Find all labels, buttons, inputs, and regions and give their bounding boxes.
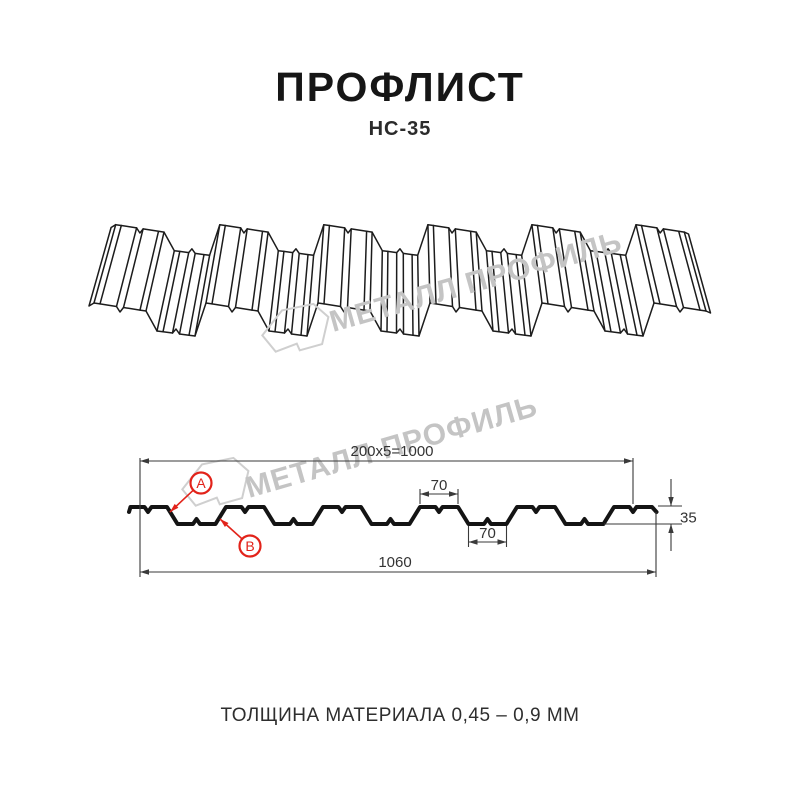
sheet-fold-line — [290, 252, 300, 335]
sheet-fold-line — [624, 254, 644, 337]
sheet-fold-line — [427, 223, 431, 304]
sheet-fold-line — [145, 231, 165, 312]
sheet-fold-line — [595, 250, 612, 333]
dim-crest-label: 70 — [431, 477, 448, 494]
sheet-fold-line — [363, 230, 368, 311]
sheet-fold-line — [485, 249, 494, 332]
sheet-fold-line — [205, 223, 221, 304]
sheet-fold-line — [300, 253, 309, 336]
sheet-fold-line — [500, 251, 510, 334]
sheet-3d-drawing — [88, 223, 712, 337]
dim-height-label: 35 — [680, 510, 697, 527]
sheet-fold-line — [506, 252, 517, 335]
callout-b: В — [219, 518, 262, 558]
sheet-fold-line — [536, 224, 549, 305]
dim-total-label: 1060 — [378, 554, 411, 571]
sheet-fold-line — [475, 231, 483, 312]
product-code-subtitle: НС-35 — [368, 118, 432, 140]
sheet-fold-line — [515, 253, 526, 336]
sheet-fold-line — [139, 230, 160, 311]
sheet-fold-line — [317, 223, 325, 304]
sheet-fold-line — [520, 254, 532, 337]
sheet-fold-line — [610, 252, 629, 335]
callout-a: А — [169, 471, 213, 513]
dim-module-1000: 200x5=1000 — [139, 443, 634, 577]
sheet-fold-line — [662, 228, 685, 309]
sheet-fold-line — [677, 230, 701, 311]
sheet-fold-line — [579, 231, 595, 312]
sheet-fold-line — [162, 250, 181, 333]
dim-total-1060: 1060 — [140, 512, 657, 577]
profile-path — [127, 505, 659, 526]
sheet-fold-line — [454, 228, 461, 309]
sheet-fold-line — [432, 224, 437, 305]
sheet-fold-line — [635, 223, 655, 304]
sheet-fold-line — [268, 249, 280, 332]
sheet-fold-line — [171, 251, 190, 334]
sheet-fold-line — [619, 253, 638, 336]
sheet-fold-line — [99, 224, 123, 305]
callout-label: А — [196, 475, 206, 491]
sheet-fold-line — [346, 228, 352, 309]
sheet-fold-line — [194, 254, 211, 337]
sheet-fold-line — [380, 249, 384, 332]
dim-height-35: 35 — [604, 479, 697, 551]
sheet-fold-line — [211, 224, 227, 305]
sheet-fold-line — [251, 230, 264, 311]
sheet-fold-line — [227, 227, 242, 308]
sheet-fold-line — [234, 228, 248, 309]
sheet-fold-line — [640, 224, 661, 305]
dim-valley-label: 70 — [479, 525, 496, 542]
sheet-fold-line — [188, 253, 205, 336]
sheet-fold-line — [115, 227, 138, 308]
sheet-right-cut-edge — [683, 231, 712, 314]
dim-valley-70: 70 — [467, 525, 508, 547]
watermark-over-3d-view: МЕТАЛЛ ПРОФИЛЬ — [261, 225, 626, 353]
sheet-fold-line — [558, 228, 573, 309]
sheet-fold-line — [122, 228, 144, 309]
sheet-fold-line — [589, 249, 606, 332]
sheet-fold-line — [469, 230, 477, 311]
sheet-fold-line — [369, 231, 373, 312]
sheet-left-cut-edge — [88, 223, 117, 307]
sheet-fold-line — [656, 227, 678, 308]
sheet-fold-line — [416, 254, 420, 337]
sheet-fold-line — [552, 227, 566, 308]
sheet-fold-line — [257, 231, 269, 312]
dim-crest-70: 70 — [419, 477, 459, 504]
sheet-fold-line — [531, 223, 543, 304]
product-title: ПРОФЛИСТ — [275, 64, 525, 110]
metall-profil-logo-icon — [181, 456, 250, 507]
cross-section-drawing: 200x5=1000 1060 70 70 35 А В — [127, 443, 697, 577]
metall-profil-logo-icon — [261, 302, 330, 353]
sheet-fold-line — [491, 250, 500, 333]
sheet-fold-line — [283, 251, 294, 334]
sheet-fold-line — [93, 223, 117, 304]
sheet-front-profile-edge — [93, 302, 707, 337]
sheet-fold-line — [411, 253, 414, 336]
sheet-fold-line — [604, 251, 622, 334]
sheet-fold-line — [683, 231, 707, 312]
material-thickness-note: ТОЛЩИНА МАТЕРИАЛА 0,45 – 0,9 ММ — [220, 705, 580, 726]
dim-module-label: 200x5=1000 — [351, 443, 434, 460]
sheet-fold-line — [339, 227, 346, 308]
sheet-fold-line — [386, 250, 389, 333]
sheet-fold-line — [306, 254, 315, 337]
sheet-fold-line — [448, 227, 454, 308]
sheet-fold-line — [156, 249, 176, 332]
sheet-fold-line — [323, 224, 331, 305]
sheet-fold-line — [178, 252, 196, 335]
sheet-fold-line — [573, 230, 589, 311]
callout-label: В — [245, 538, 254, 554]
sheet-back-profile-edge — [114, 223, 686, 257]
